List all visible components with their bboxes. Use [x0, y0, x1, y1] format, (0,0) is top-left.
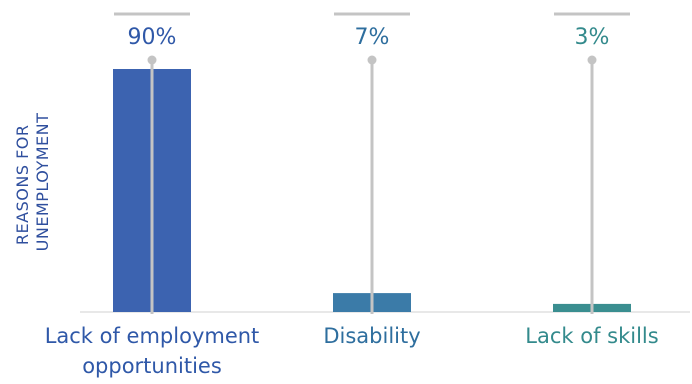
category-label-1-line-1: Lack of employment: [45, 324, 260, 348]
stem-dot-1: [147, 55, 157, 65]
y-axis-label-line-1: REASONS FOR: [13, 125, 32, 246]
value-label-3: 3%: [575, 25, 610, 50]
value-label-2: 7%: [355, 25, 390, 50]
category-label-1-line-2: opportunities: [82, 354, 222, 378]
y-axis-label: REASONS FOR UNEMPLOYMENT: [13, 113, 52, 252]
stem-dot-2: [367, 55, 377, 65]
chart-marks: 90% Lack of employment opportunities 7% Disa…: [45, 12, 659, 378]
category-label-3-line-1: Lack of skills: [525, 324, 658, 348]
category-label-2-line-1: Disability: [323, 324, 420, 348]
value-label-1: 90%: [128, 25, 177, 50]
y-axis-label-line-2: UNEMPLOYMENT: [33, 113, 52, 252]
stem-dot-3: [587, 55, 597, 65]
